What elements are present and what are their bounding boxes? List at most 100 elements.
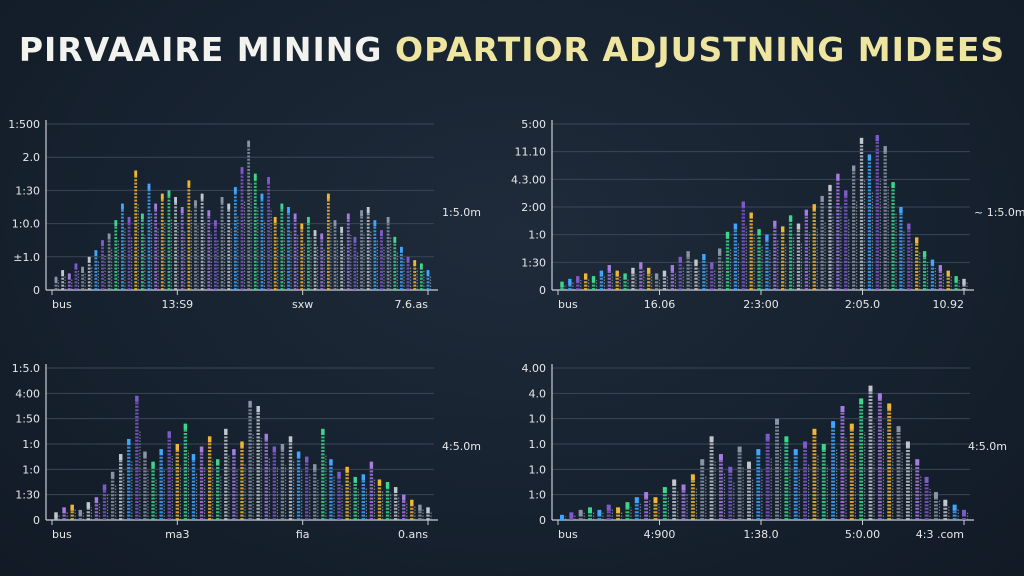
chart-bottom-right: 0 1:0 1.0 1.0 1.0 4.0 4.00 bus 4:900 1:38.0 5:0.00… — [522, 362, 1007, 541]
bar — [709, 436, 716, 520]
bar — [183, 423, 190, 520]
bar — [896, 426, 903, 520]
bar — [647, 267, 653, 290]
bar — [199, 446, 206, 520]
bar — [905, 441, 913, 520]
bar — [127, 216, 133, 290]
bar — [147, 183, 153, 290]
bar — [233, 187, 239, 290]
bar — [280, 444, 287, 520]
side-label: 4:5.0m — [442, 440, 481, 453]
bar — [741, 201, 747, 290]
bar — [418, 504, 424, 520]
bar — [828, 184, 834, 290]
title-part-white: PIRVAAIRE MINING — [18, 30, 383, 69]
side-label: 1:5.0m — [442, 206, 481, 219]
bar — [369, 461, 376, 520]
bar — [353, 476, 359, 520]
bar — [599, 270, 605, 290]
x-tick-label: bus — [52, 528, 72, 541]
bar — [240, 167, 246, 290]
bar — [121, 203, 126, 290]
bar — [216, 459, 222, 520]
bar — [313, 230, 319, 290]
bar — [220, 197, 226, 290]
bar — [373, 220, 378, 290]
x-tick-label: bus — [52, 298, 72, 311]
bar — [625, 502, 632, 520]
bar — [757, 229, 763, 290]
bar — [54, 276, 60, 290]
bar — [907, 223, 913, 290]
y-tick-label: 1.0 — [529, 438, 547, 451]
side-label: ~ 1:5.0m — [974, 206, 1024, 219]
bar — [877, 393, 884, 520]
bar — [346, 213, 352, 290]
x-tick-label: bus — [558, 528, 578, 541]
bar — [273, 216, 279, 290]
bar — [247, 140, 252, 290]
y-tick-label: 2.0 — [23, 151, 41, 164]
bar — [400, 246, 405, 290]
bar — [287, 207, 292, 290]
bar — [402, 494, 408, 520]
bar — [812, 204, 818, 290]
bar — [702, 254, 708, 290]
bar — [280, 203, 285, 290]
bar — [728, 466, 735, 520]
bar — [320, 233, 325, 290]
bar — [307, 216, 312, 290]
y-tick-label: 5:00 — [521, 118, 546, 131]
bar — [821, 444, 828, 520]
bar — [70, 504, 76, 520]
bar — [765, 433, 772, 520]
bar — [86, 502, 93, 520]
y-tick-label: 1:500 — [8, 118, 40, 131]
bar — [681, 484, 688, 520]
y-tick-label: 4.3.00 — [511, 173, 546, 186]
bar — [187, 180, 192, 290]
bar — [962, 278, 968, 290]
bar — [337, 471, 343, 520]
y-tick-label: 1:30 — [521, 256, 546, 269]
bar — [773, 220, 779, 290]
bar — [954, 276, 960, 290]
bar — [293, 213, 299, 290]
bar — [264, 433, 270, 520]
bar — [253, 173, 259, 290]
bar — [591, 276, 598, 290]
bar — [678, 256, 684, 290]
title-part-yellow: OPARTIOR ADJUSTNING MIDEES — [395, 30, 1006, 69]
bar — [672, 479, 679, 520]
bar — [662, 487, 669, 520]
bar — [840, 406, 847, 520]
bar — [194, 200, 199, 290]
bar — [700, 459, 707, 520]
bar — [938, 265, 944, 290]
bar — [583, 273, 590, 290]
bar — [361, 474, 367, 520]
bar — [765, 234, 771, 290]
x-tick-label: 0.ans — [398, 528, 428, 541]
bar — [406, 256, 412, 290]
chart-top-right: 0 1:30 1:0 2:00 4.3.00 11.10 5:00 bus 16.06 2:3:0… — [511, 118, 1024, 311]
bar — [710, 262, 716, 290]
bar — [644, 492, 651, 520]
bar — [803, 441, 810, 520]
bar — [756, 449, 763, 520]
bar — [232, 449, 238, 520]
bar — [426, 507, 432, 520]
bar — [174, 197, 179, 290]
bar — [154, 203, 159, 290]
y-tick-label: 11.10 — [515, 146, 547, 159]
bar — [899, 207, 905, 290]
bar — [134, 170, 139, 290]
y-tick-label: 1:30 — [15, 184, 40, 197]
bar — [54, 512, 60, 520]
bar — [419, 263, 425, 290]
bar — [859, 398, 866, 520]
bar — [413, 260, 418, 290]
bar — [615, 270, 621, 290]
bar — [568, 278, 574, 290]
